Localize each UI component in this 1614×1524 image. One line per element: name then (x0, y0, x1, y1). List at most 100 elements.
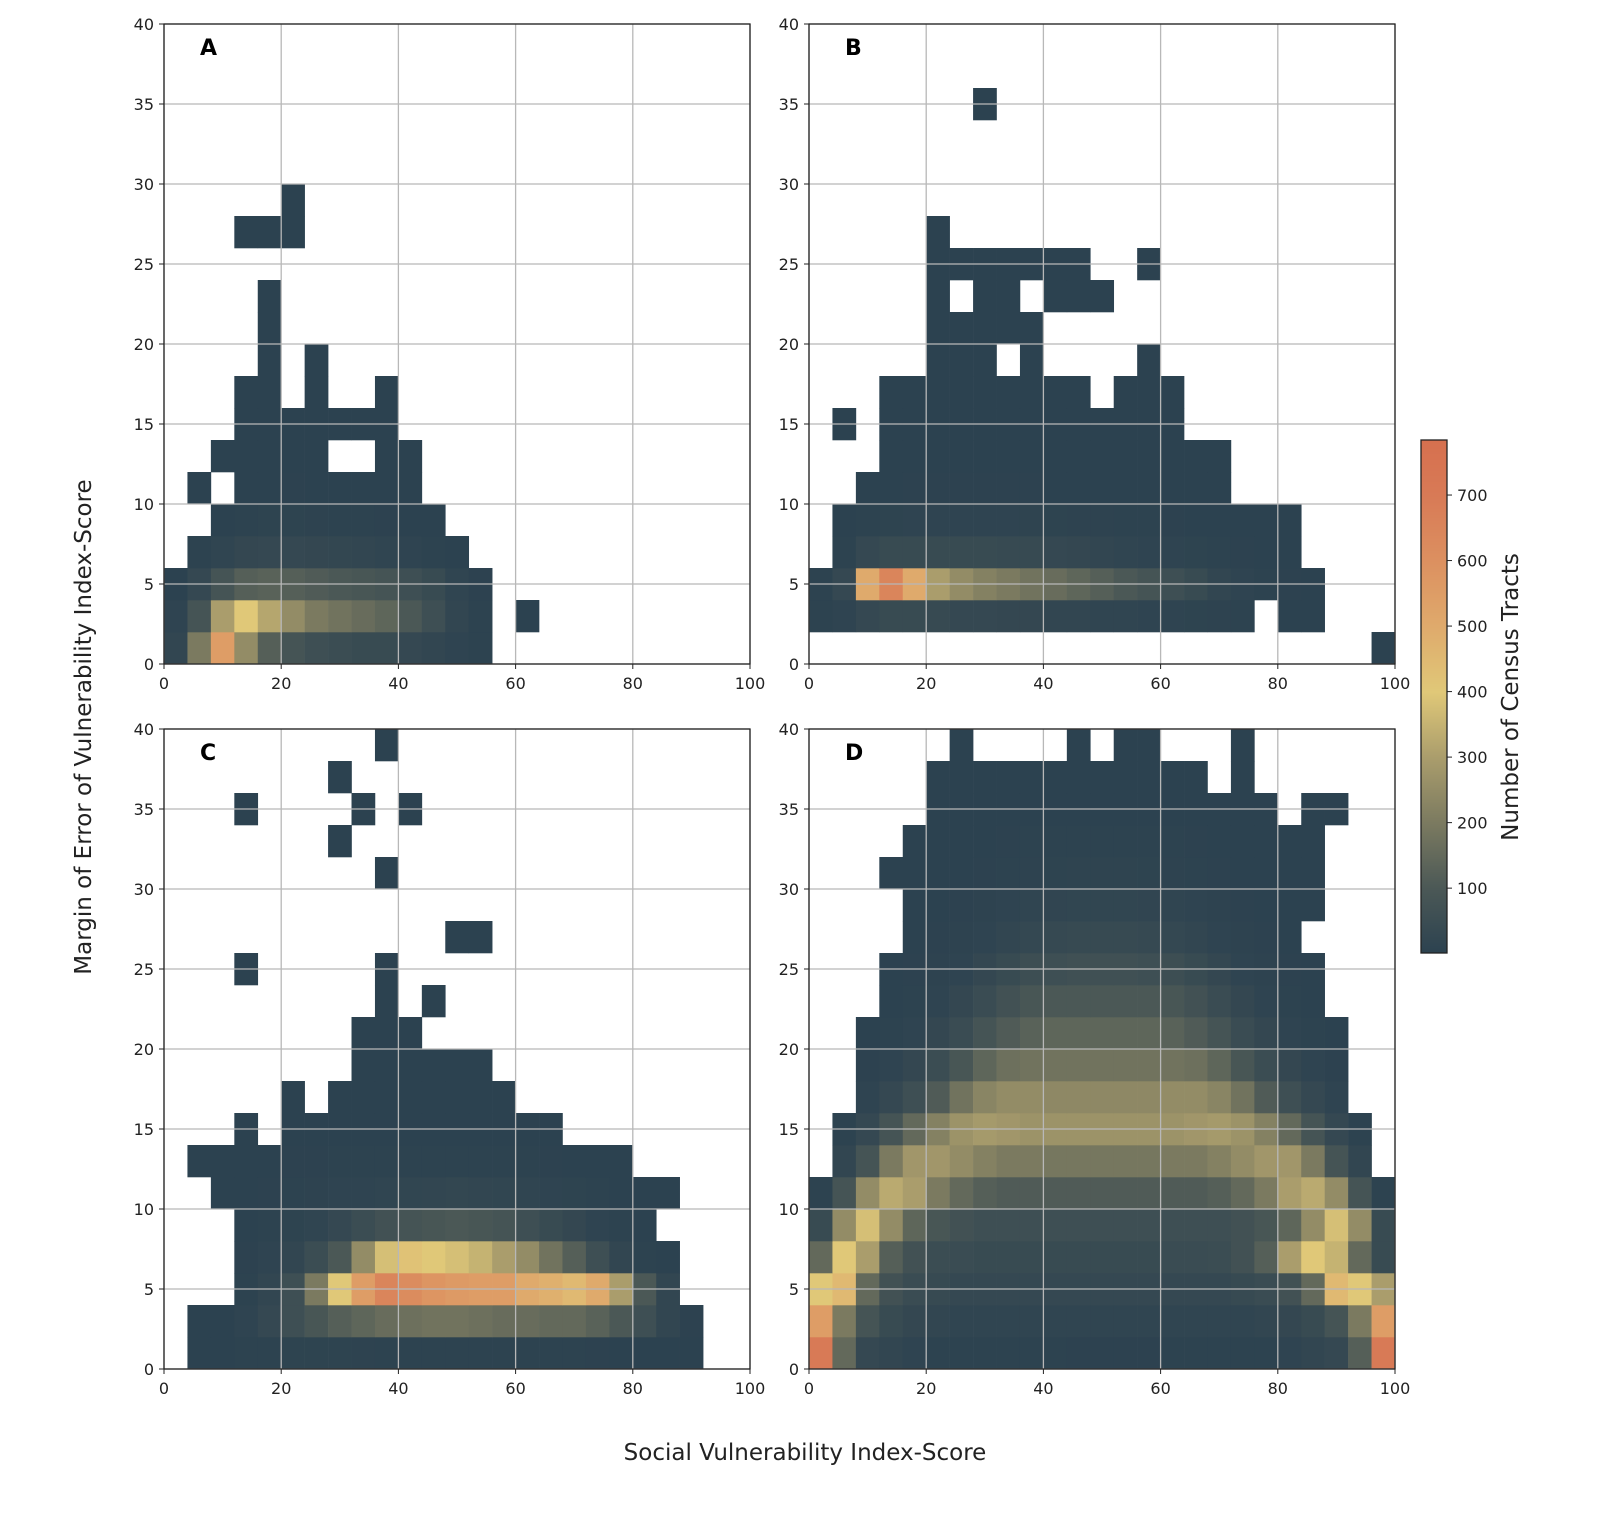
colorbar-gradient-strip (1421, 948, 1447, 950)
colorbar-gradient-strip (1421, 923, 1447, 925)
colorbar-gradient-strip (1421, 475, 1447, 477)
colorbar-gradient-strip (1421, 599, 1447, 601)
colorbar-gradient-strip (1421, 575, 1447, 577)
colorbar-gradient-strip (1421, 739, 1447, 741)
heatmap-cell (1324, 1017, 1349, 1050)
heatmap-cell (1113, 825, 1138, 858)
colorbar-gradient-strip (1421, 681, 1447, 683)
colorbar-gradient-strip (1421, 785, 1447, 787)
heatmap-cell (855, 1081, 880, 1114)
colorbar-gradient-strip (1421, 938, 1447, 940)
heatmap-cell (1184, 825, 1208, 858)
heatmap-cell (1113, 1017, 1138, 1050)
heatmap-cell (973, 1209, 997, 1242)
y-tick-label: 25 (134, 960, 154, 979)
colorbar-gradient-strip (1421, 878, 1447, 880)
heatmap-cell (1137, 825, 1161, 858)
colorbar-gradient-strip (1421, 848, 1447, 850)
heatmap-cell (164, 632, 188, 665)
heatmap-cell (398, 1081, 423, 1114)
colorbar-gradient-strip (1421, 769, 1447, 771)
heatmap-cell (1090, 440, 1115, 473)
colorbar-gradient-strip (1421, 543, 1447, 545)
heatmap-cell (1207, 1145, 1232, 1178)
heatmap-cell (351, 472, 376, 505)
heatmap-cell (1019, 376, 1044, 409)
colorbar-gradient-strip (1421, 766, 1447, 768)
heatmap-cell (281, 1177, 305, 1210)
colorbar-gradient-strip (1421, 716, 1447, 718)
heatmap-cell (949, 344, 974, 377)
heatmap-cell (1090, 985, 1115, 1018)
heatmap-cell (1184, 1177, 1208, 1210)
colorbar-gradient-strip (1421, 781, 1447, 783)
heatmap-cell (1090, 1337, 1115, 1370)
heatmap-cell (926, 312, 950, 345)
colorbar-gradient-strip (1421, 502, 1447, 504)
colorbar-gradient-strip (1421, 676, 1447, 678)
colorbar-gradient-strip (1421, 642, 1447, 644)
heatmap-cell (515, 1305, 540, 1338)
colorbar-gradient-strip (1421, 723, 1447, 725)
heatmap-cell (1113, 889, 1138, 922)
colorbar-gradient-strip (1421, 523, 1447, 525)
heatmap-cell (973, 1145, 997, 1178)
colorbar-gradient-strip (1421, 578, 1447, 580)
heatmap-cell (398, 1049, 423, 1082)
y-tick-label: 20 (779, 335, 799, 354)
heatmap-cell (879, 1177, 904, 1210)
colorbar-gradient-strip (1421, 587, 1447, 589)
heatmap-cell (1184, 889, 1208, 922)
colorbar-gradient-strip (1421, 630, 1447, 632)
heatmap-cell (1043, 1017, 1068, 1050)
heatmap-cell (902, 825, 927, 858)
colorbar-gradient-strip (1421, 879, 1447, 881)
colorbar-gradient-strip (1421, 517, 1447, 519)
colorbar-gradient-strip (1421, 826, 1447, 828)
colorbar-gradient-strip (1421, 908, 1447, 910)
colorbar-gradient-strip (1421, 493, 1447, 495)
heatmap-cell (234, 1145, 259, 1178)
heatmap-cell (949, 1241, 974, 1274)
colorbar-gradient-strip (1421, 758, 1447, 760)
x-tick-label: 60 (1150, 674, 1170, 693)
colorbar-gradient-strip (1421, 915, 1447, 917)
heatmap-cell (281, 600, 305, 633)
colorbar-gradient-strip (1421, 909, 1447, 911)
heatmap-cell (902, 1241, 927, 1274)
y-tick-label: 25 (134, 255, 154, 274)
heatmap-cell (1137, 472, 1161, 505)
heatmap-cell (1019, 889, 1044, 922)
heatmap-cell (832, 600, 857, 633)
heatmap-cell (1113, 1177, 1138, 1210)
colorbar-gradient-strip (1421, 483, 1447, 485)
heatmap-cell (1277, 921, 1302, 954)
colorbar-gradient-strip (1421, 606, 1447, 608)
heatmap-cell (855, 1145, 880, 1178)
colorbar-gradient-strip (1421, 466, 1447, 468)
x-tick-label: 60 (1150, 1379, 1170, 1398)
heatmap-cell (1184, 536, 1208, 569)
colorbar-gradient-strip (1421, 754, 1447, 756)
heatmap-cell (996, 921, 1021, 954)
heatmap-cell (996, 536, 1021, 569)
heatmap-cell (1324, 1049, 1349, 1082)
colorbar-gradient-strip (1421, 480, 1447, 482)
heatmap-cell (351, 1337, 376, 1370)
heatmap-cell (374, 729, 399, 762)
heatmap-cell (855, 600, 880, 633)
heatmap-cell (973, 1177, 997, 1210)
colorbar-gradient-strip (1421, 545, 1447, 547)
heatmap-cell (1066, 1241, 1091, 1274)
colorbar-gradient-strip (1421, 764, 1447, 766)
heatmap-cell (374, 1145, 399, 1178)
heatmap-cell (304, 1241, 329, 1274)
colorbar-gradient-strip (1421, 593, 1447, 595)
colorbar-gradient-strip (1421, 860, 1447, 862)
x-tick-label: 100 (1380, 674, 1411, 693)
colorbar-gradient-strip (1421, 650, 1447, 652)
heatmap-cell (1301, 1081, 1325, 1114)
colorbar-gradient-strip (1421, 809, 1447, 811)
colorbar-gradient-strip (1421, 871, 1447, 873)
